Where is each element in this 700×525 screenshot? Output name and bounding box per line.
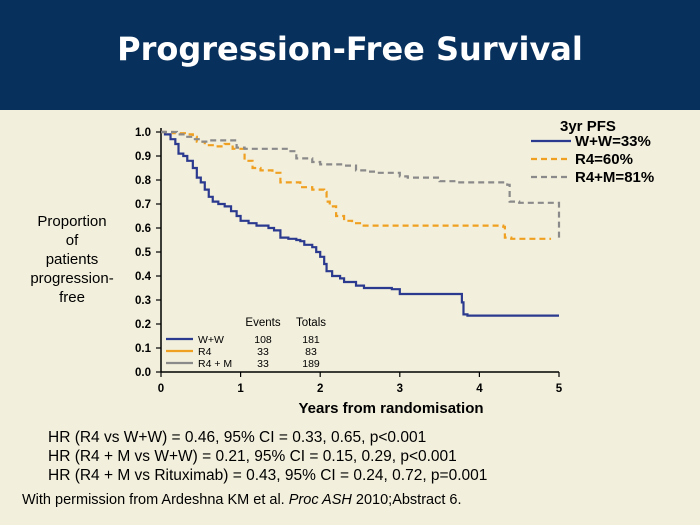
- y-tick-label: 0.8: [135, 175, 152, 187]
- y-tick-label: 0.0: [135, 367, 151, 379]
- inset-row-totals: 83: [305, 346, 317, 358]
- y-axis-label-line: progression-: [30, 270, 113, 287]
- credit-suffix: 2010;Abstract 6.: [351, 492, 462, 508]
- hr-line: HR (R4 vs W+W) = 0.46, 95% CI = 0.33, 0.…: [48, 429, 427, 446]
- legend-label: R4+M=81%: [575, 169, 654, 186]
- x-tick-label: 1: [237, 383, 244, 395]
- hazard-ratio-block: HR (R4 vs W+W) = 0.46, 95% CI = 0.33, 0.…: [48, 428, 487, 485]
- hr-line: HR (R4 + M vs Rituximab) = 0.43, 95% CI …: [48, 467, 488, 484]
- hr-line: HR (R4 + M vs W+W) = 0.21, 95% CI = 0.15…: [48, 448, 457, 465]
- x-tick-label: 2: [317, 383, 323, 395]
- x-axis-label: Years from randomisation: [298, 400, 483, 417]
- inset-row-events: 33: [257, 358, 269, 370]
- y-tick-label: 0.6: [135, 223, 151, 235]
- inset-row-label: R4: [198, 346, 212, 358]
- legend-title: 3yr PFS: [560, 118, 616, 135]
- slide-title: Progression-Free Survival: [117, 30, 583, 68]
- y-tick-label: 0.1: [135, 343, 152, 355]
- y-tick-label: 0.4: [135, 271, 152, 283]
- inset-row-totals: 189: [302, 358, 320, 370]
- y-axis-label-line: Proportion: [37, 213, 106, 230]
- inset-row-totals: 181: [302, 334, 320, 346]
- y-tick-label: 0.9: [135, 151, 151, 163]
- y-tick-label: 0.5: [135, 247, 152, 259]
- header-bar: [0, 0, 700, 110]
- inset-header-totals: Totals: [296, 317, 326, 329]
- x-tick-label: 4: [476, 383, 483, 395]
- y-tick-label: 1.0: [135, 127, 151, 139]
- legend-label: W+W=33%: [575, 133, 651, 150]
- credit-prefix: With permission from Ardeshna KM et al.: [22, 492, 289, 508]
- y-axis-label-line: patients: [46, 251, 99, 268]
- legend-label: R4=60%: [575, 151, 633, 168]
- y-tick-label: 0.3: [135, 295, 151, 307]
- series-line-3: [161, 130, 561, 238]
- inset-row-events: 33: [257, 346, 269, 358]
- series-line-1: [161, 130, 559, 317]
- x-tick-label: 3: [397, 383, 403, 395]
- inset-row-label: W+W: [198, 334, 224, 346]
- y-axis-label-line: of: [66, 232, 79, 249]
- x-tick-label: 0: [158, 383, 164, 395]
- y-tick-label: 0.2: [135, 319, 151, 331]
- credit-line: With permission from Ardeshna KM et al. …: [22, 492, 462, 508]
- pfs-chart: 0.0 0.1 0.2 0.3 0.4 0.5 0.6 0.7 0.8 0.9 1.0 0 1 2 3 4 5 Y…: [30, 118, 654, 417]
- inset-row-events: 108: [254, 334, 272, 346]
- credit-journal: Proc ASH: [288, 492, 352, 508]
- y-tick-label: 0.7: [135, 199, 151, 211]
- y-axis-label-line: free: [59, 289, 85, 306]
- series-line-2: [161, 130, 552, 240]
- x-tick-label: 5: [556, 383, 563, 395]
- inset-row-label: R4 + M: [198, 358, 232, 370]
- inset-header-events: Events: [245, 317, 280, 329]
